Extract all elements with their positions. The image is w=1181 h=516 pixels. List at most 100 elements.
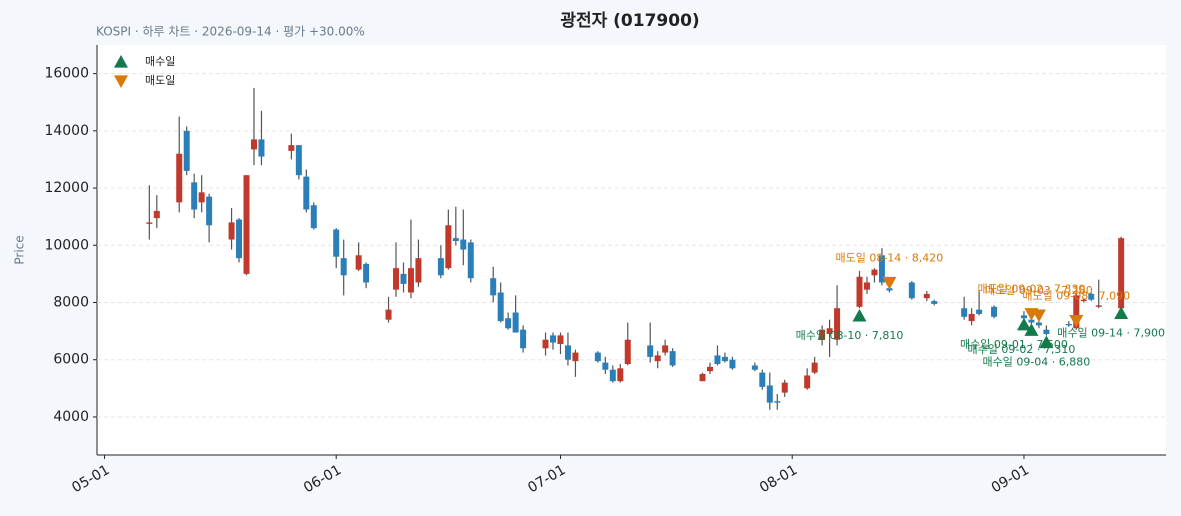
candle-body [706,366,713,372]
candle-body [176,153,183,203]
trade-marker [1069,314,1084,328]
candle-body [437,258,444,276]
candle-body [505,318,512,329]
candle-body [295,145,302,176]
trade-label: 매수일 09-04 · 6,880 [982,355,1090,369]
candle-body [153,210,160,219]
trade-marker [852,308,867,322]
candle-body [669,351,676,366]
candle-body [1035,322,1042,326]
candle-body [333,229,340,257]
candle-body [385,309,392,320]
candle-body [355,255,362,270]
trade-label: 매수일 09-14 · 7,900 [1057,325,1165,339]
candle-body [191,182,198,210]
y-tick-label: 4000 [53,409,89,425]
candle-body [991,306,998,317]
candle-body [452,238,459,241]
trade-label: 매도일 09-03 · 7,280 [985,283,1093,297]
candle-body [415,258,422,283]
candle-body [542,339,549,349]
candle-body [198,192,205,203]
plot-area [97,45,1166,455]
candle-body [250,139,257,150]
candle-body [363,263,370,283]
trade-marker [1039,335,1054,349]
x-tick-label: 06-01 [301,462,344,496]
trade-marker [1031,309,1046,323]
legend-label: 매도일 [145,73,175,87]
y-axis-label: Price [13,235,27,264]
candle-body [662,345,669,353]
candle-body [497,292,504,322]
candle-body [699,374,706,382]
candle-body [1080,299,1087,302]
candle-body [1073,295,1080,329]
candle-body [976,309,983,314]
candle-body [1043,329,1050,334]
candle-body [512,312,519,333]
candle-body [863,282,870,290]
candle-body [258,139,265,157]
candle-body [1088,293,1095,300]
candle-body [183,130,190,171]
candle-body [968,313,975,322]
candle-body [557,335,564,344]
trade-marker [882,276,897,290]
candle-body [729,359,736,369]
candle-body [393,268,400,290]
candle-body [774,401,781,403]
candle-body [961,308,968,317]
candle-body [1118,238,1125,309]
candle-body [288,145,295,151]
candle-body [243,175,250,274]
candle-body [908,282,915,299]
x-tick-label: 05-01 [69,462,112,496]
candle-body [751,365,758,370]
candle-body [721,356,728,362]
candle-body [1095,305,1102,307]
candle-body [654,355,661,362]
candle-body [871,269,878,276]
candle-body [1020,315,1027,319]
trade-marker [1114,306,1129,319]
y-tick-label: 10000 [44,237,89,253]
y-tick-label: 8000 [53,295,89,311]
candle-body [602,362,609,370]
candle-body [923,293,930,299]
candle-body [236,219,243,259]
trade-marker [1024,323,1039,336]
y-tick-label: 6000 [53,352,89,368]
candle-body [310,205,317,229]
candle-body [609,369,616,382]
candle-body [340,258,347,276]
y-tick-label: 16000 [44,66,89,82]
legend-marker [114,55,128,68]
candle-body [490,278,497,296]
candle-body [520,329,527,349]
trade-label: 매도일 08-14 · 8,420 [835,250,943,264]
x-tick-label: 08-01 [757,462,800,496]
candle-body [624,339,631,365]
candle-body [550,335,557,343]
y-tick-label: 14000 [44,123,89,139]
candle-body [206,196,213,226]
candle-body [1065,323,1072,326]
trade-label: 매수일 09-02 · 7,310 [968,342,1076,356]
x-tick-label: 07-01 [525,462,568,496]
candle-body [594,352,601,362]
trade-label: 매수일 08-10 · 7,810 [796,328,904,342]
candle-body [826,328,833,334]
trade-label: 매도일 09-08 · 7,090 [1022,289,1130,303]
legend-marker [114,75,128,88]
chart-subtitle: KOSPI · 하루 차트 · 2026-09-14 · 평가 +30.00% [96,25,365,39]
candle-body [617,368,624,382]
candle-body [856,276,863,307]
candle-body [400,273,407,284]
candle-body [834,308,841,340]
candle-body [759,372,766,387]
candle-body [228,222,235,240]
legend-label: 매수일 [145,54,175,68]
candle-body [564,345,571,360]
